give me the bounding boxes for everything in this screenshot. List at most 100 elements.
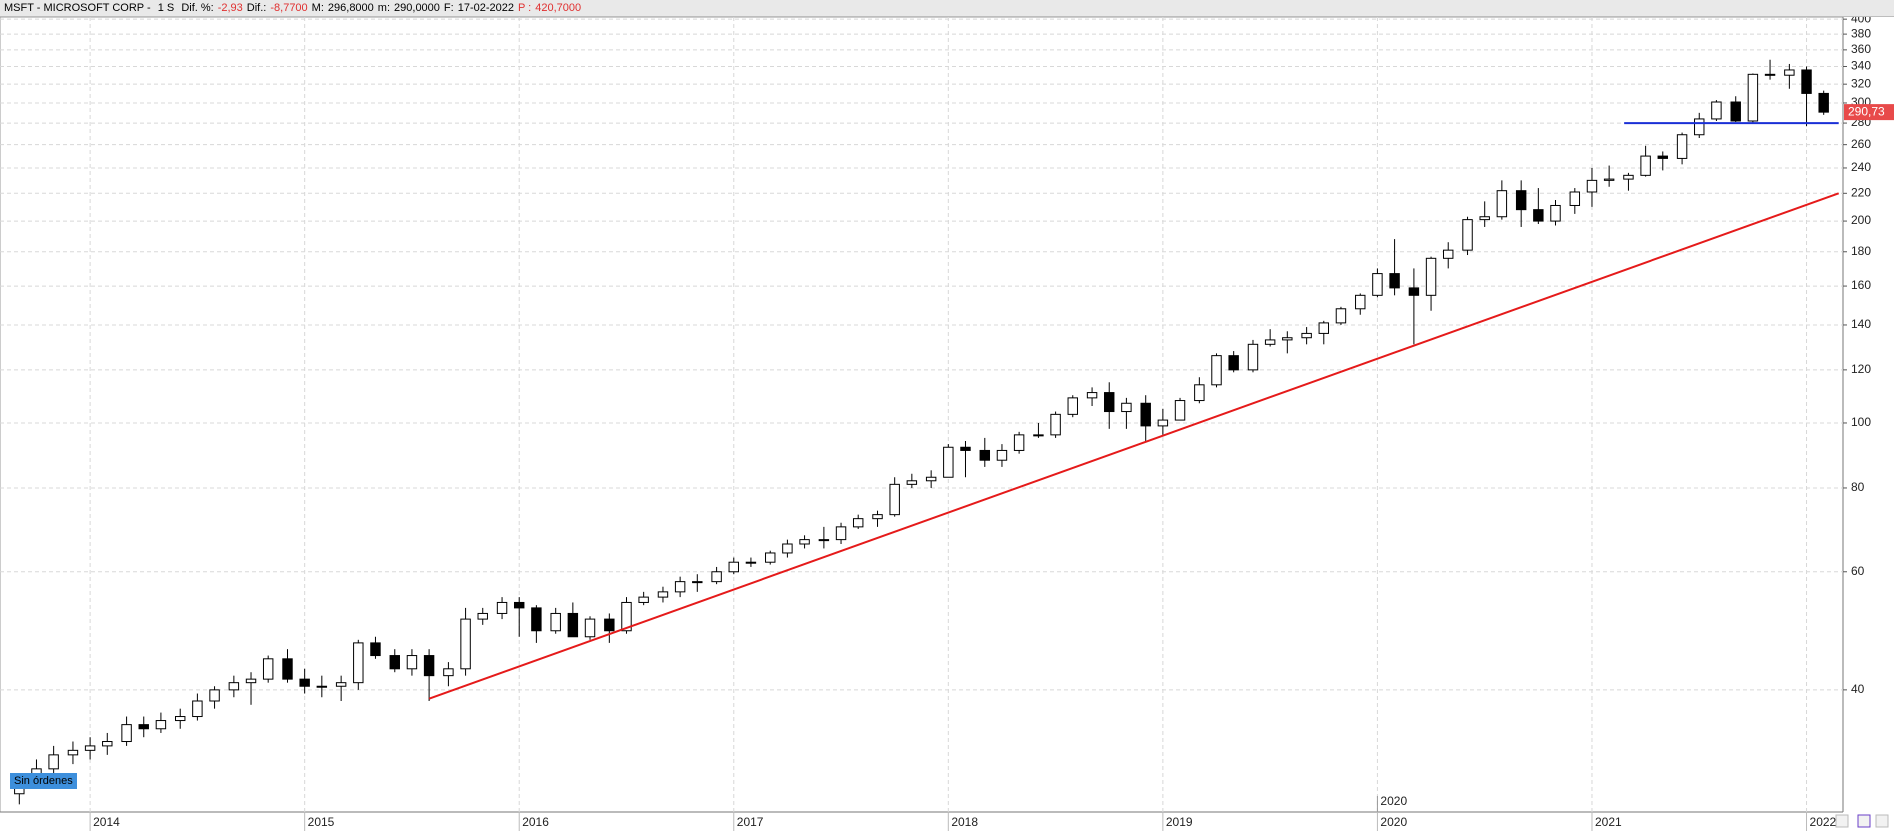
y-tick-label: 140: [1851, 317, 1871, 331]
trend-line: [428, 192, 1840, 700]
candle-body: [175, 716, 186, 722]
candle-body: [443, 668, 454, 677]
y-tick-label: 80: [1851, 480, 1865, 494]
candle-body: [1121, 402, 1132, 413]
candle-body: [138, 724, 149, 730]
candle-body: [155, 720, 167, 730]
candle-body: [1389, 273, 1400, 289]
symbol: MSFT - MICROSOFT CORP -: [4, 2, 151, 14]
x-marker-label: 2020: [1380, 794, 1407, 808]
candle-body: [1747, 73, 1759, 122]
x-tick-label: 2018: [951, 815, 978, 829]
candle-body: [1462, 219, 1473, 251]
scale-button[interactable]: [1835, 814, 1849, 828]
price-axis: [1843, 17, 1894, 831]
save-button[interactable]: [1857, 814, 1871, 828]
candle-body: [818, 539, 830, 542]
candle-body: [496, 601, 508, 614]
x-tick-label: 2017: [737, 815, 764, 829]
y-tick-label: 180: [1851, 244, 1871, 258]
header: MSFT - MICROSOFT CORP - 1 S Dif. %: -2,93…: [0, 0, 1894, 17]
y-tick-label: 200: [1851, 213, 1871, 227]
candle-body: [728, 561, 739, 573]
candle-body: [996, 449, 1008, 461]
candle-body: [228, 682, 240, 691]
header-value: 17-02-2022: [457, 2, 514, 14]
header-label: Dif.:: [246, 2, 267, 14]
candle-body: [638, 596, 649, 603]
last-price-box: [1844, 104, 1894, 121]
header-value: 296,8000: [327, 2, 374, 14]
candle-body: [1676, 134, 1688, 159]
candle-body: [889, 483, 900, 516]
candle-body: [48, 754, 59, 770]
candle-body: [1623, 174, 1634, 180]
y-tick-label: 360: [1851, 42, 1871, 56]
candle-body: [584, 618, 596, 638]
candle-body: [1140, 402, 1151, 427]
header-value: -8,7700: [270, 2, 308, 14]
candle-body: [1282, 337, 1293, 341]
header-value: -2,93: [217, 2, 243, 14]
header-value: 420,7000: [535, 2, 582, 14]
candle-body: [1355, 294, 1366, 310]
header-label: Dif. %:: [181, 2, 214, 14]
header-label: m:: [377, 2, 391, 14]
order-status[interactable]: Sin órdenes: [10, 773, 77, 789]
x-tick-label: 2020: [1380, 815, 1407, 829]
candle-body: [1408, 287, 1420, 296]
candle-body: [745, 561, 757, 564]
candle-body: [1301, 332, 1312, 339]
candle-body: [1764, 73, 1776, 76]
candle-body: [1640, 155, 1651, 176]
candle-body: [621, 601, 632, 632]
pin-button[interactable]: [1875, 814, 1889, 828]
candle-body: [1425, 257, 1437, 296]
y-tick-label: 120: [1851, 362, 1871, 376]
candle-body: [282, 658, 293, 680]
y-tick-label: 260: [1851, 137, 1871, 151]
candle-body: [121, 724, 132, 743]
header-items: Dif. %: -2,93 Dif.: -8,7700 M: 296,8000 m: 290,…: [181, 2, 585, 14]
candle-body: [262, 658, 274, 680]
candle-body: [799, 539, 810, 545]
header-label: M:: [311, 2, 324, 14]
period: 1 S: [157, 2, 175, 14]
candle-body: [1784, 69, 1795, 76]
candle-body: [1801, 69, 1812, 94]
candle-body: [1211, 355, 1222, 386]
candle-body: [1479, 216, 1490, 221]
candle-body: [925, 476, 937, 482]
candle-body: [1550, 204, 1561, 222]
candle-body: [1157, 419, 1169, 427]
candle-body: [84, 745, 96, 751]
candle-body: [1050, 413, 1061, 436]
candle-body: [1318, 322, 1330, 334]
candle-body: [1247, 343, 1259, 371]
x-tick-label: 2021: [1595, 815, 1622, 829]
candle-body: [1104, 392, 1115, 413]
candle-body: [353, 642, 364, 684]
candle-body: [852, 518, 864, 528]
candle-body: [209, 689, 220, 702]
y-tick-label: 100: [1851, 415, 1871, 429]
candle-body: [406, 655, 418, 670]
candle-body: [1086, 392, 1098, 399]
candle-body: [102, 741, 113, 747]
y-tick-label: 40: [1851, 682, 1865, 696]
x-tick-label: 2014: [93, 815, 120, 829]
candle-body: [67, 749, 79, 756]
candle-body: [1264, 339, 1276, 345]
candle-body: [1335, 308, 1347, 324]
candle-body: [460, 618, 471, 670]
x-tick-label: 2019: [1166, 815, 1193, 829]
candle-body: [657, 591, 669, 598]
candle-body: [1694, 118, 1705, 136]
candle-body: [1603, 178, 1615, 181]
header-label: F:: [443, 2, 454, 14]
candle-body: [1533, 209, 1544, 222]
candle-body: [1228, 355, 1239, 371]
x-tick-label: 2022: [1810, 815, 1837, 829]
candle-body: [835, 526, 847, 541]
